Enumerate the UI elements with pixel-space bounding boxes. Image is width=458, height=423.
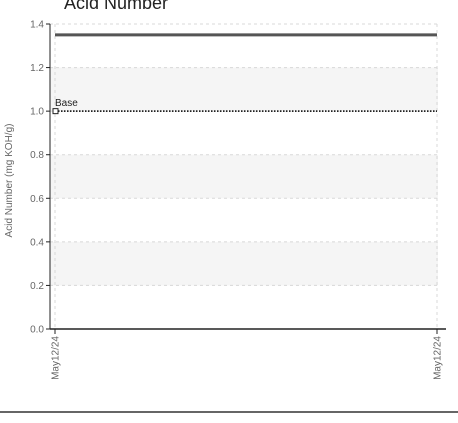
x-ticks: May12/24 May12/24	[51, 329, 444, 380]
grid-band	[50, 154, 438, 199]
y-ticks: 0.0 0.2 0.4 0.6 0.8 1.0 1.2 1.4	[30, 20, 50, 336]
y-tick-label: 0.8	[30, 150, 44, 161]
y-axis-title: Acid Number (mg KOH/g)	[4, 124, 15, 238]
base-marker	[52, 108, 59, 115]
grid-band	[50, 241, 438, 286]
chart-title: Acid Number	[64, 0, 169, 13]
grid-band	[50, 67, 438, 112]
chart-series: Base	[52, 33, 437, 115]
y-tick-label: 1.2	[30, 63, 44, 74]
chart-axes	[49, 24, 446, 330]
y-tick-label: 0.0	[30, 325, 44, 336]
y-tick-label: 1.0	[30, 107, 44, 118]
y-tick-label: 0.6	[30, 194, 44, 205]
chart-bands	[50, 67, 438, 286]
x-tick-label: May12/24	[51, 336, 62, 380]
base-label: Base	[55, 98, 78, 109]
y-tick-label: 1.4	[30, 20, 44, 31]
x-tick-label: May12/24	[433, 336, 444, 380]
y-tick-label: 0.2	[30, 281, 44, 292]
y-tick-label: 0.4	[30, 237, 44, 248]
